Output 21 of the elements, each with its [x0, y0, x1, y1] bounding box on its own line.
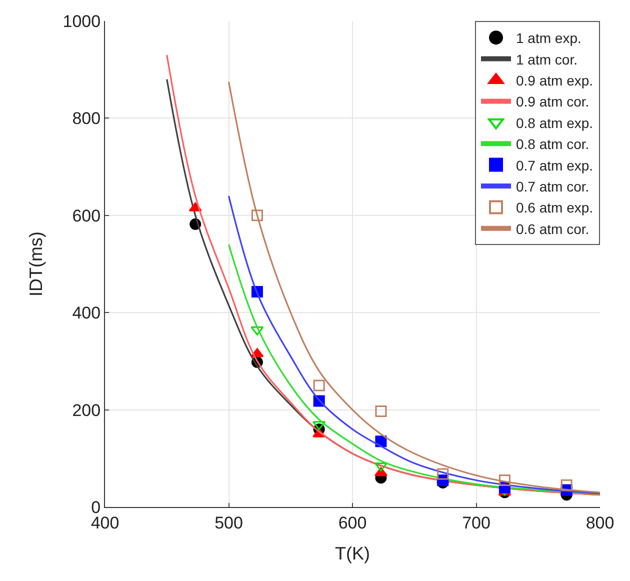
legend-label: 0.9 atm cor.	[516, 94, 590, 110]
y-tick-label: 800	[72, 109, 101, 128]
legend-label: 1 atm cor.	[516, 51, 578, 68]
y-tick-label: 400	[72, 304, 101, 323]
legend-label: 0.9 atm exp.	[516, 72, 594, 88]
legend-label: 1 atm exp.	[516, 30, 582, 46]
y-tick-label: 600	[72, 206, 101, 226]
x-tick-label: 500	[214, 513, 243, 532]
x-tick-label: 600	[338, 513, 367, 532]
legend-label: 0.8 atm exp.	[516, 114, 594, 131]
x-tick-label: 800	[586, 513, 614, 532]
x-tick-label: 700	[462, 513, 490, 532]
y-tick-label: 200	[72, 400, 101, 420]
x-axis-title: T(K)	[335, 544, 370, 564]
legend-label: 0.6 atm exp.	[516, 200, 594, 216]
legend-label: 0.8 atm cor.	[516, 136, 590, 152]
y-tick-label: 1000	[62, 12, 101, 31]
legend-label: 0.7 atm exp.	[516, 157, 594, 174]
legend-label: 0.7 atm cor.	[516, 178, 590, 194]
legend-label: 0.6 atm cor.	[516, 220, 590, 237]
y-axis-title: IDT(ms)	[26, 232, 46, 296]
